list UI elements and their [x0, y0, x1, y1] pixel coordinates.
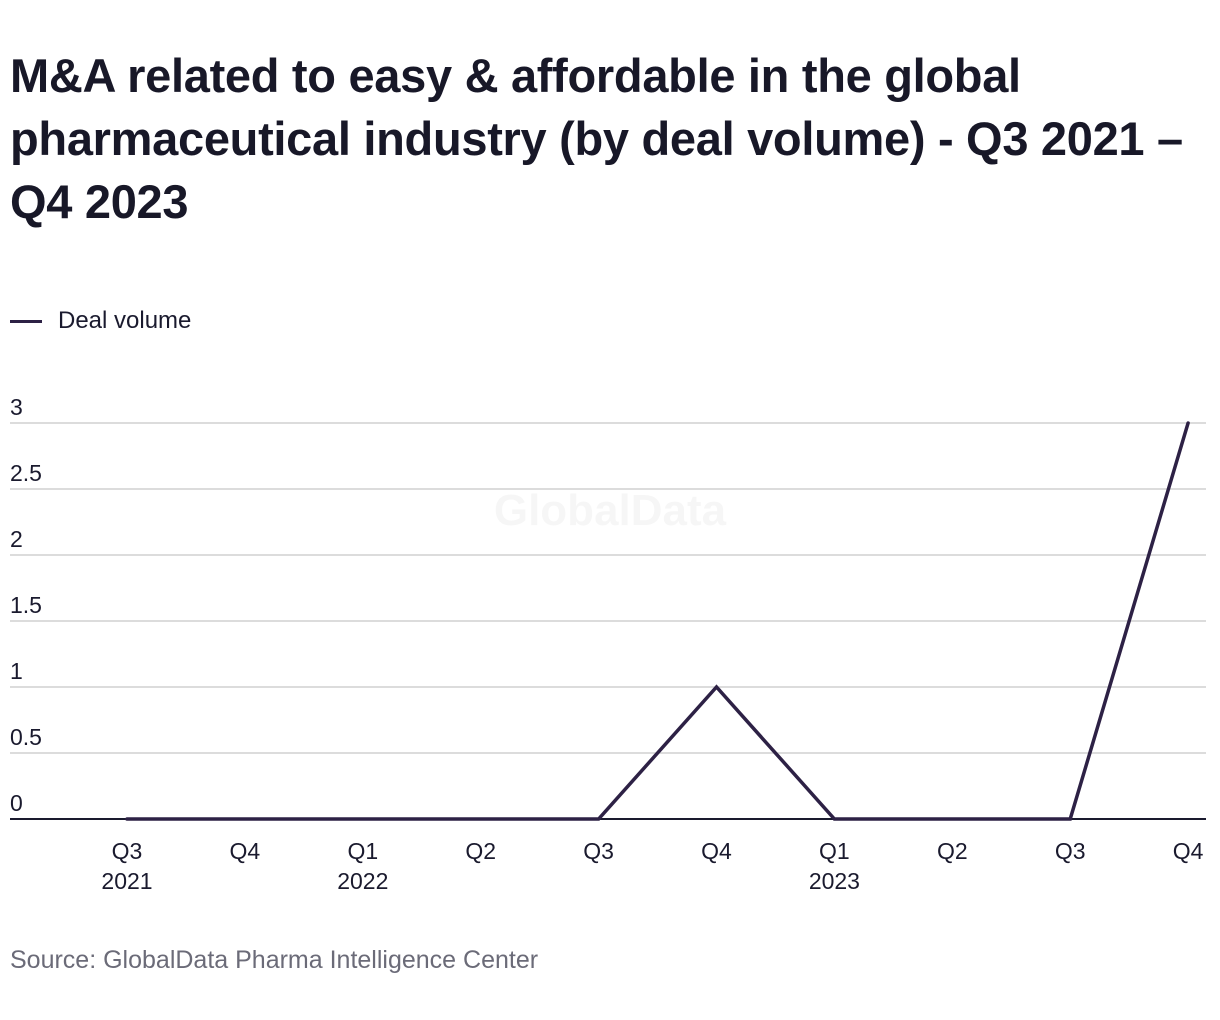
x-axis-ticks: Q3 2021 Q4 Q1 2022 Q2 Q3 Q4 Q1 2023 Q2 Q3 Q4 — [101, 838, 1203, 894]
x-tick-year-label: 2021 — [101, 868, 152, 894]
x-tick-label: Q1 — [819, 838, 850, 864]
series-line — [125, 421, 1190, 821]
y-tick-label: 3 — [10, 394, 23, 420]
source-note: Source: GlobalData Pharma Intelligence C… — [10, 946, 539, 974]
y-tick-label: 1.5 — [10, 592, 42, 618]
y-tick-label: 0.5 — [10, 724, 42, 750]
grid-lines — [10, 422, 1206, 754]
x-tick-label: Q4 — [1173, 838, 1204, 864]
series-deal-volume — [125, 421, 1190, 821]
y-axis-ticks: 0 0.5 1 1.5 2 2.5 3 — [10, 394, 42, 816]
x-tick-label: Q3 — [112, 838, 143, 864]
chart-title: M&A related to easy & affordable in the … — [10, 49, 1183, 228]
y-tick-label: 2 — [10, 526, 23, 552]
x-tick-label: Q1 — [347, 838, 378, 864]
legend-label-deal-volume: Deal volume — [58, 307, 192, 334]
x-tick-label: Q3 — [1055, 838, 1086, 864]
x-tick-label: Q2 — [937, 838, 968, 864]
y-tick-label: 0 — [10, 790, 23, 816]
legend-swatch — [10, 319, 42, 323]
x-tick-year-label: 2023 — [809, 868, 860, 894]
watermark: GlobalData — [494, 486, 727, 535]
x-tick-label: Q4 — [701, 838, 732, 864]
y-tick-label: 1 — [10, 658, 23, 684]
y-tick-label: 2.5 — [10, 460, 42, 486]
x-tick-year-label: 2022 — [337, 868, 388, 894]
x-tick-label: Q3 — [583, 838, 614, 864]
legend: Deal volume — [10, 306, 191, 336]
x-tick-label: Q4 — [230, 838, 261, 864]
x-tick-label: Q2 — [465, 838, 496, 864]
